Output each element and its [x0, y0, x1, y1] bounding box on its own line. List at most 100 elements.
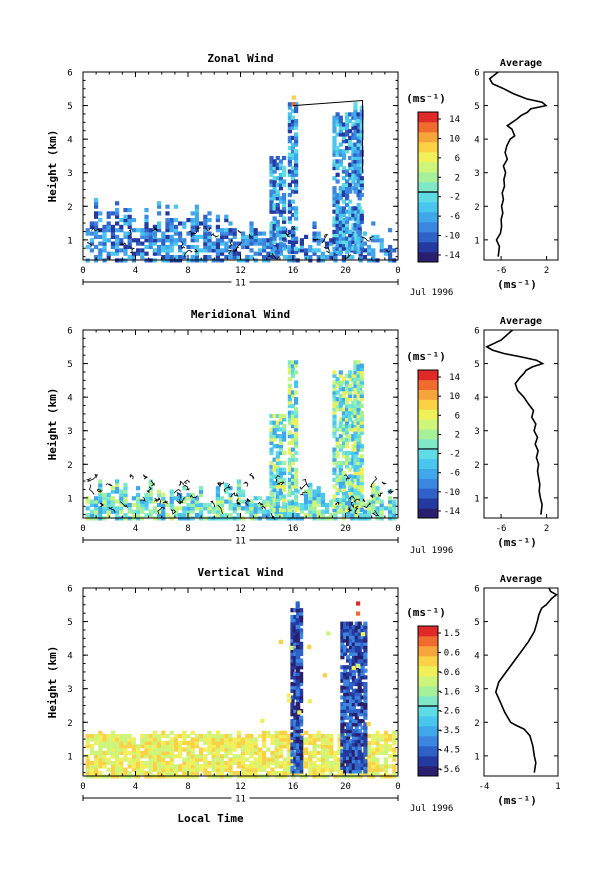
heatmap-cell: [269, 474, 274, 479]
heatmap-cell: [293, 628, 298, 633]
heatmap-cell: [335, 209, 340, 214]
heatmap-cell: [224, 489, 229, 494]
heatmap-cell: [348, 702, 354, 707]
colorbar-segment: [418, 439, 438, 450]
heatmap-cell: [290, 695, 295, 700]
heatmap-cell: [257, 750, 262, 755]
heatmap-cell: [115, 499, 120, 504]
heatmap-cell: [343, 671, 348, 677]
heatmap-cell: [287, 387, 292, 392]
heatmap-cell: [351, 507, 356, 513]
heatmap-cell: [357, 749, 362, 754]
heatmap-cell: [308, 486, 313, 491]
heatmap-cell: [359, 471, 364, 476]
heatmap-cell: [224, 241, 229, 246]
heatmap-cell: [335, 481, 340, 486]
heatmap-cell: [190, 767, 195, 772]
heatmap-cell: [275, 155, 280, 161]
heatmap-cell: [348, 460, 353, 466]
heatmap-cell: [94, 204, 99, 209]
x-tick-label: 12: [235, 524, 246, 534]
heatmap-cell: [346, 698, 351, 703]
heatmap-cell: [140, 502, 145, 508]
heatmap-cell: [190, 740, 195, 745]
contour-segment: [261, 505, 266, 511]
heatmap-cell: [287, 155, 292, 161]
heatmap-cell: [106, 224, 111, 229]
heatmap-cell: [341, 390, 346, 395]
heatmap-cell: [228, 764, 233, 769]
heatmap-cell: [270, 757, 275, 762]
heatmap-cell: [351, 424, 356, 429]
heatmap-cell: [354, 735, 359, 740]
heatmap-cell: [278, 450, 283, 456]
heatmap-cell: [182, 760, 187, 766]
heatmap-cell: [345, 373, 350, 378]
heatmap-cell: [354, 655, 359, 660]
heatmap-cell: [338, 233, 343, 238]
x-tick-label: 8: [185, 524, 190, 534]
heatmap-cell: [346, 635, 351, 640]
heatmap-cell: [293, 712, 298, 717]
heatmap-cell: [345, 491, 350, 496]
heatmap-cell: [253, 513, 258, 518]
profile-y-tick-label: 1: [474, 236, 479, 246]
contour-segment: [88, 484, 95, 495]
heatmap-cell: [359, 236, 364, 241]
heatmap-cell: [144, 760, 149, 766]
heatmap-cell: [363, 742, 368, 747]
heatmap-cell: [232, 241, 237, 246]
heatmap-cell: [351, 739, 356, 744]
heatmap-cell: [190, 737, 195, 742]
heatmap-cell: [359, 162, 364, 167]
heatmap-cell: [360, 695, 365, 700]
heatmap-cell: [269, 172, 274, 177]
colorbar-segment: [418, 222, 438, 233]
heatmap-cell: [354, 762, 359, 767]
heatmap-cell: [269, 481, 274, 486]
heatmap-cell: [186, 218, 191, 223]
heatmap-cell: [356, 474, 361, 479]
heatmap-cell: [215, 730, 220, 735]
heatmap-cell: [351, 635, 356, 640]
heatmap-cell: [282, 179, 287, 184]
heatmap-cell: [152, 750, 157, 755]
heatmap-cell: [363, 661, 368, 667]
heatmap-cell: [140, 234, 145, 239]
heatmap-cell: [278, 467, 283, 472]
heatmap-cell: [115, 479, 120, 484]
heatmap-cell: [345, 410, 350, 415]
heatmap-cell: [203, 231, 208, 236]
heatmap-cell: [294, 149, 299, 154]
heatmap-cell: [304, 764, 309, 769]
heatmap-cell: [228, 492, 233, 497]
heatmap-cell: [312, 502, 317, 508]
heatmap-cell: [275, 444, 280, 449]
heatmap-cell: [345, 249, 350, 255]
heatmap-cell: [236, 502, 241, 508]
heatmap-cell: [294, 467, 299, 472]
heatmap-cell: [131, 744, 136, 749]
heatmap-cell: [338, 434, 343, 439]
heatmap-cell: [272, 239, 277, 245]
heatmap-cell: [199, 734, 204, 739]
heatmap-cell: [278, 447, 283, 452]
heatmap-cell: [152, 251, 157, 256]
heatmap-cell: [332, 410, 337, 415]
heatmap-cell: [346, 638, 351, 643]
heatmap-cell: [359, 427, 364, 432]
heatmap-cell: [275, 176, 280, 181]
heatmap-cell: [115, 750, 120, 755]
contour-segment: [217, 504, 224, 514]
heatmap-cell: [161, 754, 166, 759]
heatmap-cell: [316, 234, 321, 239]
heatmap-cell: [332, 494, 337, 499]
y-tick-label: 2: [67, 203, 72, 213]
heatmap-cell: [293, 618, 298, 623]
heatmap-cell: [337, 750, 342, 755]
heatmap-cell: [371, 750, 376, 755]
heatmap-cell: [152, 730, 157, 735]
heatmap-cell: [278, 460, 283, 466]
heatmap-cell: [131, 740, 136, 745]
heatmap-cell: [98, 750, 103, 755]
